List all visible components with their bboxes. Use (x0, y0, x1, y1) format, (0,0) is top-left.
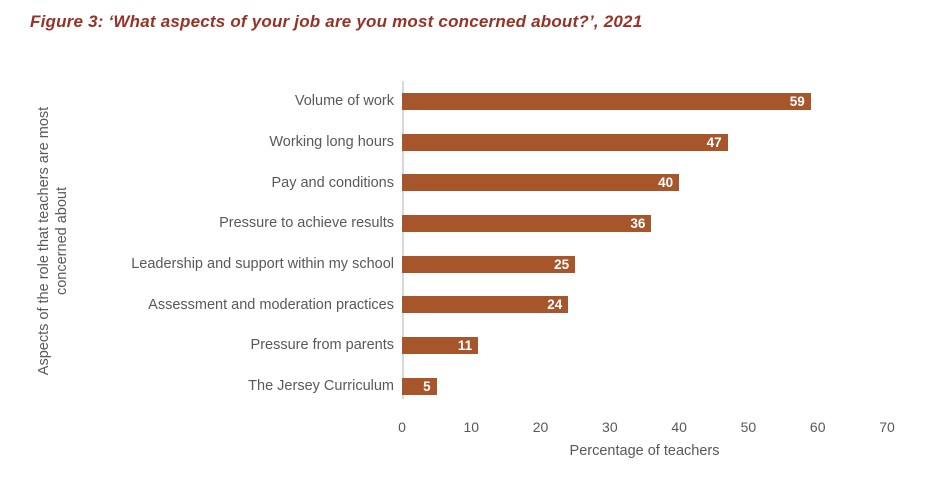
category-label: Leadership and support within my school (131, 256, 394, 273)
bar-track: 11 (402, 336, 938, 354)
bar-track: 59 (402, 92, 938, 110)
bar-row: Pressure to achieve results 36 (76, 203, 938, 244)
category-label: Pressure from parents (250, 337, 394, 354)
bar-chart: Aspects of the role that teachers are mo… (30, 73, 938, 459)
bar-value-label: 36 (630, 215, 646, 231)
y-axis-title-area: Aspects of the role that teachers are mo… (30, 73, 76, 408)
bar-value-label: 24 (547, 297, 563, 313)
bar: 24 (402, 296, 569, 314)
x-tick-label: 30 (602, 418, 618, 435)
category-label: Pay and conditions (271, 174, 394, 191)
bar-row: The Jersey Curriculum 5 (76, 366, 938, 407)
bar-value-label: 59 (789, 93, 805, 109)
category-label: The Jersey Curriculum (248, 378, 394, 395)
bar-value-label: 47 (706, 134, 722, 150)
bar-row: Assessment and moderation practices 24 (76, 284, 938, 325)
x-tick-label: 10 (463, 418, 480, 435)
bar-track: 25 (402, 255, 938, 273)
bar-track: 40 (402, 174, 938, 192)
bar-row: Pay and conditions 40 (76, 162, 938, 203)
x-tick-label: 40 (671, 418, 687, 435)
bar-value-label: 40 (658, 175, 674, 191)
bar: 5 (402, 377, 437, 395)
x-tick-label: 20 (532, 418, 549, 435)
category-label: Assessment and moderation practices (148, 296, 394, 313)
bar-value-label: 5 (423, 378, 431, 394)
x-tick-label: 0 (398, 418, 406, 435)
x-axis-title: Percentage of teachers (569, 442, 720, 459)
x-tick-label: 60 (809, 418, 826, 435)
bar-row: Leadership and support within my school 2… (76, 244, 938, 285)
plot-area: Volume of work 59 Working long hours 47 Pay … (76, 73, 938, 459)
bar-row: Working long hours 47 (76, 122, 938, 163)
bar: 40 (402, 174, 680, 192)
bar-track: 24 (402, 296, 938, 314)
bar: 59 (402, 92, 811, 110)
bar: 47 (402, 133, 728, 151)
bar-track: 47 (402, 133, 938, 151)
category-label: Working long hours (269, 134, 394, 151)
bar-track: 36 (402, 214, 938, 232)
bar: 36 (402, 214, 652, 232)
figure-title: Figure 3: ‘What aspects of your job are … (30, 12, 643, 31)
bar-value-label: 11 (457, 337, 473, 353)
bar: 25 (402, 255, 576, 273)
y-axis-title: Aspects of the role that teachers are mo… (35, 106, 70, 375)
y-axis-line (402, 81, 404, 399)
bar-rows: Volume of work 59 Working long hours 47 Pay … (76, 81, 938, 407)
x-axis: 0 10 20 30 40 50 60 70 (398, 418, 895, 437)
bar-value-label: 25 (554, 256, 570, 272)
x-tick-label: 70 (879, 418, 895, 435)
bar: 11 (402, 336, 479, 354)
x-tick-label: 50 (740, 418, 757, 435)
bar-row: Pressure from parents 11 (76, 325, 938, 366)
category-label: Pressure to achieve results (219, 215, 394, 232)
category-label: Volume of work (294, 93, 394, 110)
bar-row: Volume of work 59 (76, 81, 938, 122)
bar-track: 5 (402, 377, 938, 395)
